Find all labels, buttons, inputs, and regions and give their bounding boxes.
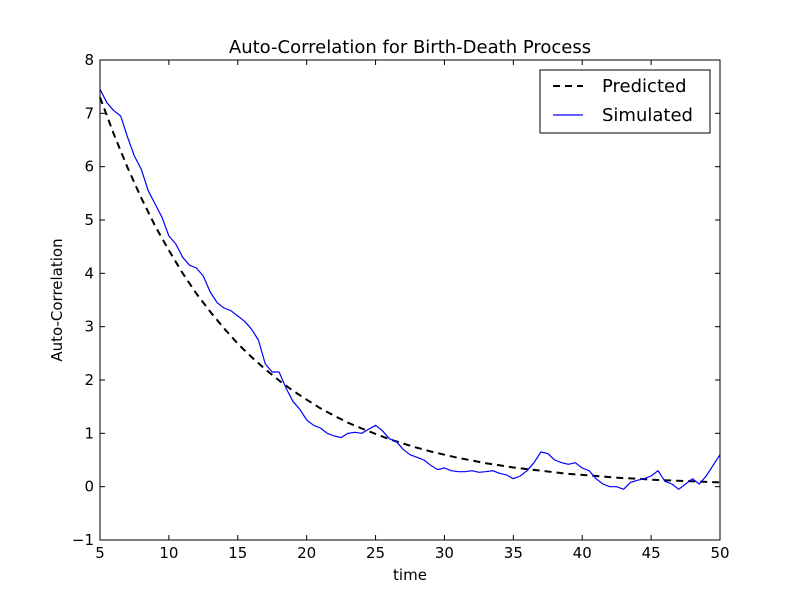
x-tick-label: 45: [642, 544, 661, 562]
legend: Predicted Simulated: [539, 69, 711, 134]
x-tick-label: 25: [366, 544, 385, 562]
y-tick-label: 5: [84, 211, 94, 229]
series-line-simulated: [99, 89, 721, 490]
y-tick-label: 4: [84, 264, 94, 282]
x-tick-label: 50: [710, 544, 729, 562]
plot-series: [99, 89, 721, 490]
y-tick-label: 3: [84, 318, 94, 336]
x-tick-label: 40: [573, 544, 592, 562]
y-tick-label: 6: [84, 158, 94, 176]
y-tick-label: 8: [84, 51, 94, 69]
x-tick-label: 20: [297, 544, 316, 562]
series-line-predicted: [99, 96, 721, 484]
x-axis-title: time: [393, 566, 427, 584]
plot-frame: [99, 59, 721, 541]
x-tick-label: 35: [504, 544, 523, 562]
y-tick-label: 2: [84, 371, 94, 389]
x-tick-label: 10: [159, 544, 178, 562]
x-tick-label: 30: [435, 544, 454, 562]
legend-label-simulated: Simulated: [602, 105, 693, 126]
y-tick-label: −1: [72, 531, 94, 549]
legend-label-predicted: Predicted: [602, 76, 687, 97]
x-tick-label: 15: [228, 544, 247, 562]
y-axis-title: Auto-Correlation: [48, 238, 66, 361]
y-tick-label: 1: [84, 424, 94, 442]
chart-title: Auto-Correlation for Birth-Death Process: [229, 37, 591, 58]
y-tick-label: 0: [84, 478, 94, 496]
y-tick-label: 7: [84, 104, 94, 122]
legend-box: [539, 69, 711, 134]
x-tick-label: 5: [95, 544, 105, 562]
